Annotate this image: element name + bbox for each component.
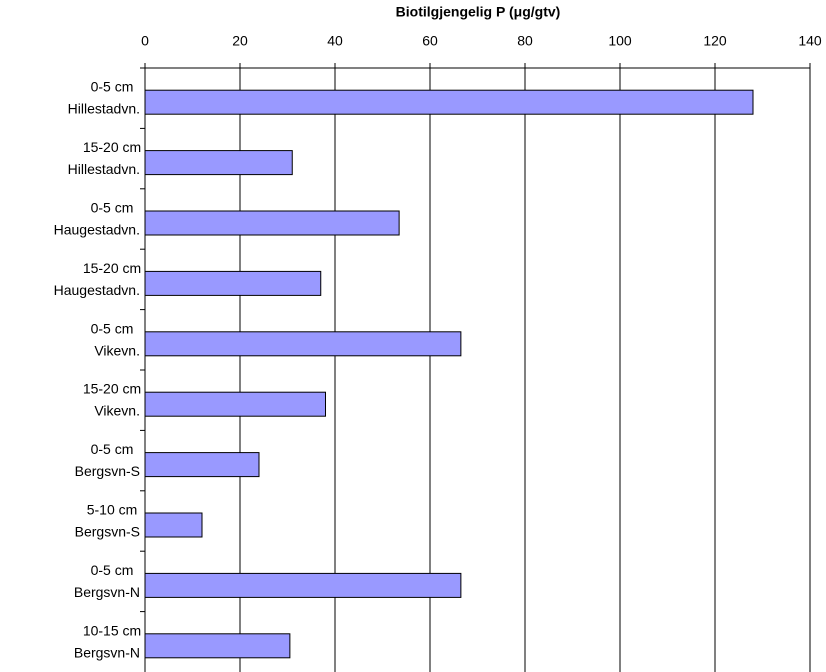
y-tick-label: 0-5 cm bbox=[91, 441, 134, 457]
x-tick-label: 140 bbox=[798, 33, 822, 49]
bar bbox=[144, 391, 326, 417]
x-tick-label: 0 bbox=[141, 33, 149, 49]
y-tick-label: Hillestadvn. bbox=[68, 101, 140, 117]
y-tick-label: Hillestadvn. bbox=[68, 161, 140, 177]
x-tick-label: 100 bbox=[608, 33, 632, 49]
bar bbox=[144, 270, 322, 296]
x-tick-label: 20 bbox=[232, 33, 248, 49]
y-tick-label: 0-5 cm bbox=[91, 562, 134, 578]
bar bbox=[144, 331, 462, 357]
y-tick-label: 0-5 cm bbox=[91, 200, 134, 216]
y-tick-label: 15-20 cm bbox=[83, 381, 141, 397]
y-tick-label: 0-5 cm bbox=[91, 320, 134, 336]
y-tick-label: 15-20 cm bbox=[83, 139, 141, 155]
x-tick-label: 40 bbox=[327, 33, 343, 49]
bar bbox=[144, 633, 291, 659]
bar bbox=[144, 512, 203, 538]
x-tick-label: 120 bbox=[703, 33, 727, 49]
chart-title: Biotilgjengelig P (μg/gtv) bbox=[396, 4, 561, 20]
bar bbox=[144, 150, 293, 176]
y-tick-label: Bergsvn-S bbox=[75, 524, 140, 540]
bar bbox=[144, 89, 754, 115]
bar bbox=[144, 572, 462, 598]
y-tick-label: Haugestadvn. bbox=[54, 282, 140, 298]
y-tick-label: Haugestadvn. bbox=[54, 222, 140, 238]
y-tick-label: Vikevn. bbox=[94, 342, 140, 358]
y-tick-label: 10-15 cm bbox=[83, 622, 141, 638]
y-tick-label: 5-10 cm bbox=[87, 502, 138, 518]
y-tick-label: Bergsvn-N bbox=[74, 644, 140, 660]
y-tick-label: 0-5 cm bbox=[91, 79, 134, 95]
bar bbox=[144, 452, 260, 478]
x-tick-label: 80 bbox=[517, 33, 533, 49]
y-tick-label: Vikevn. bbox=[94, 403, 140, 419]
y-tick-label: Bergsvn-N bbox=[74, 584, 140, 600]
y-tick-label: Bergsvn-S bbox=[75, 463, 140, 479]
y-tick-label: 15-20 cm bbox=[83, 260, 141, 276]
x-tick-label: 60 bbox=[422, 33, 438, 49]
bar bbox=[144, 210, 400, 236]
